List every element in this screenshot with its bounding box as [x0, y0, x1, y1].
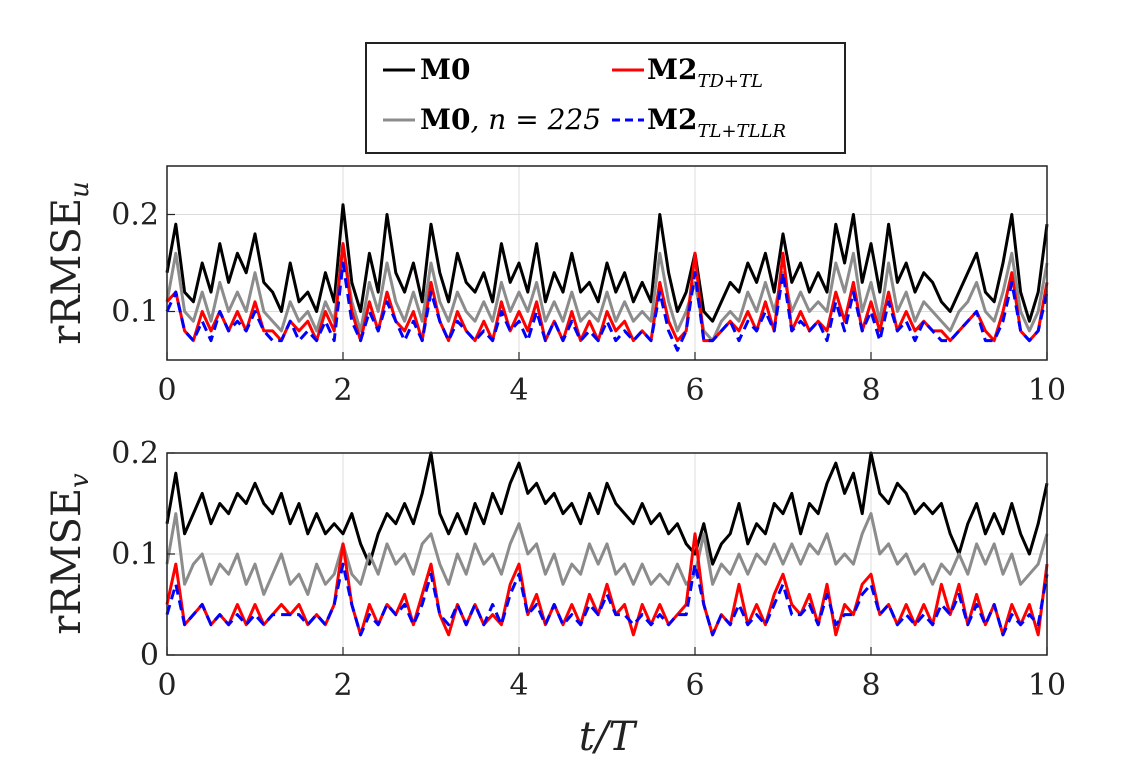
top-series-m2-tl-tllr: [165, 261, 1049, 352]
top-xtick-label: 0: [157, 373, 176, 408]
bottom-xtick-label: 8: [861, 668, 880, 703]
legend-box: [365, 42, 846, 154]
bottom-xtick-label: 4: [509, 668, 528, 703]
top-xtick-label: 4: [509, 373, 528, 408]
top-xtick-label: 10: [1028, 373, 1066, 408]
bottom-xtick-label: 10: [1028, 668, 1066, 703]
bottom-axes: 0 2 4 6 8 10 0 0.1 0.2 rRMSEv: [44, 436, 1066, 703]
top-ytick-label: 0.1: [111, 295, 159, 330]
top-series-m0-n-225: [165, 242, 1049, 343]
top-xtick-label: 2: [333, 373, 352, 408]
bottom-xtick-label: 6: [685, 668, 704, 703]
legend-entry-m2-tl-tllr: M2TL+TLLR: [647, 103, 786, 142]
top-y-axis-label: rRMSEu: [44, 181, 95, 345]
top-ytick-label: 0.2: [111, 198, 159, 233]
bottom-y-axis-label: rRMSEv: [44, 473, 95, 635]
x-axis-label: t/T: [579, 714, 639, 758]
top-series-m2-td-tl: [165, 242, 1049, 343]
legend: M0 M2TD+TL M0, n = 225 M2TL+TLLR: [365, 42, 846, 154]
top-plot-frame: [166, 165, 1048, 361]
bottom-series-group: [165, 451, 1049, 637]
top-ticks: 0 2 4 6 8 10 0.1 0.2: [111, 198, 1066, 409]
bottom-series-m2-tl-tllr: [165, 562, 1049, 637]
top-series-m0: [165, 203, 1049, 323]
bottom-series-m0: [165, 451, 1049, 566]
legend-entry-m0-n225: M0, n = 225: [420, 103, 601, 136]
bottom-series-m0-n-225: [165, 512, 1049, 596]
top-xtick-label: 6: [685, 373, 704, 408]
legend-entry-m2-td-tl: M2TD+TL: [647, 53, 763, 92]
bottom-xtick-label: 2: [333, 668, 352, 703]
bottom-ytick-label: 0.2: [111, 436, 159, 471]
bottom-ytick-label: 0: [140, 638, 159, 673]
bottom-ticks: 0 2 4 6 8 10 0 0.1 0.2: [111, 436, 1066, 703]
bottom-ytick-label: 0.1: [111, 537, 159, 572]
top-xtick-label: 8: [861, 373, 880, 408]
bottom-xtick-label: 0: [157, 668, 176, 703]
top-series-group: [165, 203, 1049, 352]
top-axes: 0 2 4 6 8 10 0.1 0.2 rRMSEu: [44, 165, 1066, 409]
legend-entry-m0: M0: [420, 53, 470, 86]
